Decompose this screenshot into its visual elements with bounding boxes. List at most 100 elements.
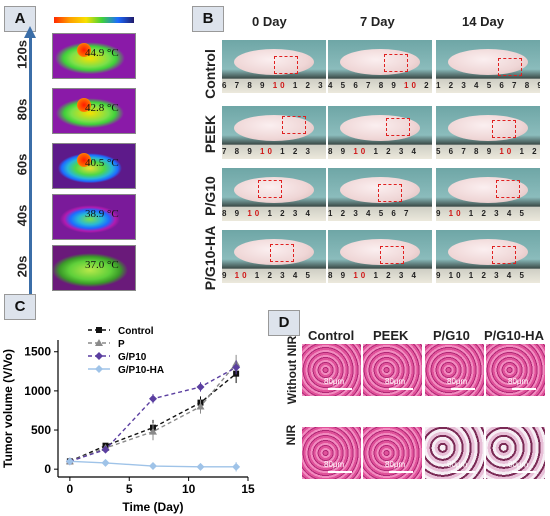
ruler-scale: 8 9 10 1 2 3 4 bbox=[222, 209, 326, 218]
mouse-photo-pg10-day-0: 8 9 10 1 2 3 4 bbox=[222, 168, 326, 221]
histo-col-control: Control bbox=[308, 328, 355, 343]
scale-bar bbox=[328, 471, 352, 473]
time-label-20s: 20s bbox=[14, 255, 30, 278]
series-line-control bbox=[69, 373, 237, 462]
ruler-digits: 9 10 1 2 3 4 5 bbox=[436, 271, 527, 280]
time-label-80s: 80s bbox=[14, 98, 30, 121]
ruler-scale: 8 9 10 1 2 3 4 bbox=[328, 147, 432, 156]
legend-marker-control bbox=[96, 327, 102, 333]
ruler-digits: 8 9 bbox=[328, 271, 354, 280]
y-tick-label: 1000 bbox=[24, 384, 51, 398]
temperature-readout: 37.0 °C bbox=[85, 259, 119, 271]
y-tick-label: 500 bbox=[31, 423, 51, 437]
ruler-scale: 1 2 3 4 5 6 7 8 9 bbox=[436, 81, 540, 90]
ruler-digits: 1 2 3 bbox=[519, 147, 540, 156]
ruler-digits: 8 9 bbox=[222, 209, 248, 218]
tumor-region-box bbox=[378, 184, 402, 202]
scale-bar bbox=[512, 388, 536, 390]
ruler-digits: 6 7 8 9 bbox=[222, 81, 273, 90]
tumor-region-box bbox=[384, 54, 408, 72]
ruler-digits: 1 2 3 4 bbox=[262, 209, 313, 218]
data-point-p bbox=[196, 402, 205, 410]
histo-col-peek: PEEK bbox=[373, 328, 409, 343]
scale-bar-label: 80μm bbox=[324, 377, 345, 386]
ruler-mark-10: 10 bbox=[499, 147, 515, 156]
histo-col-pg10: P/G10 bbox=[433, 328, 470, 343]
temperature-readout: 38.9 °C bbox=[85, 208, 119, 220]
mouse-body bbox=[448, 239, 528, 265]
time-arrow-head bbox=[24, 26, 36, 38]
legend-marker-p bbox=[95, 339, 103, 346]
ruler-digits: 1 2 3 4 5 bbox=[463, 209, 527, 218]
mouse-photo-peek-day-14: 5 6 7 8 9 10 1 2 3 bbox=[436, 106, 540, 159]
ruler-digits: 5 6 7 8 9 bbox=[436, 147, 500, 156]
x-tick-label: 5 bbox=[126, 482, 133, 496]
data-point-g-p10-ha bbox=[101, 458, 110, 467]
ruler-digits: 9 bbox=[222, 271, 235, 280]
ruler-scale: 1 2 3 4 5 6 7 bbox=[328, 209, 432, 218]
data-point-g-p10-ha bbox=[232, 462, 241, 471]
panel-c-label: C bbox=[4, 294, 36, 320]
ruler-digits: 1 2 3 4 bbox=[368, 271, 419, 280]
tumor-region-box bbox=[492, 246, 516, 264]
ruler-scale: 9 10 1 2 3 4 5 bbox=[436, 209, 540, 218]
tumor-region-box bbox=[498, 58, 522, 76]
photo-row-label-pg10ha: P/G10-HA bbox=[202, 225, 218, 291]
ruler-digits: 1 2 3 4 5 bbox=[249, 271, 313, 280]
scale-bar bbox=[451, 388, 475, 390]
ruler-scale: 7 8 9 10 1 2 3 bbox=[222, 147, 326, 156]
mouse-photo-control-day-14: 1 2 3 4 5 6 7 8 9 bbox=[436, 40, 540, 93]
mouse-photo-peek-day-7: 8 9 10 1 2 3 4 bbox=[328, 106, 432, 159]
ruler-scale: 5 6 7 8 9 10 1 2 3 bbox=[436, 147, 540, 156]
tumor-region-box bbox=[270, 244, 294, 262]
x-tick-label: 15 bbox=[241, 482, 255, 496]
histology-control-without-nir: 80μm bbox=[302, 344, 361, 396]
ruler-digits: 4 5 6 7 8 9 bbox=[328, 81, 405, 90]
ruler-digits: 1 2 3 4 bbox=[292, 81, 326, 90]
ruler-digits: 9 bbox=[436, 209, 449, 218]
x-tick-label: 10 bbox=[182, 482, 196, 496]
tumor-region-box bbox=[492, 120, 516, 138]
scale-bar-label: 80μm bbox=[447, 460, 468, 469]
ruler-digits: 8 9 bbox=[328, 147, 354, 156]
ruler-scale: 6 7 8 9 10 1 2 3 4 bbox=[222, 81, 326, 90]
ruler-mark-10: 10 bbox=[272, 81, 288, 90]
ruler-scale: 4 5 6 7 8 9 10 2 bbox=[328, 81, 432, 90]
series-line-p bbox=[69, 363, 237, 462]
scale-bar-label: 80μm bbox=[385, 377, 406, 386]
scale-bar-label: 80μm bbox=[508, 460, 529, 469]
mouse-body bbox=[234, 177, 314, 203]
day-14-header: 14 Day bbox=[462, 14, 504, 29]
photo-row-label-control: Control bbox=[202, 49, 218, 99]
legend-label-p: P bbox=[118, 339, 125, 350]
histology-pg10-nir: 80μm bbox=[425, 427, 484, 479]
colorbar bbox=[54, 17, 134, 23]
hot-spot bbox=[77, 43, 91, 57]
mouse-body bbox=[448, 177, 528, 203]
mouse-body bbox=[340, 177, 420, 203]
hot-spot bbox=[77, 153, 91, 167]
mouse-body bbox=[448, 115, 528, 141]
time-label-120s: 120s bbox=[14, 40, 30, 69]
ruler-digits: 2 bbox=[418, 81, 432, 90]
histology-pg10-without-nir: 80μm bbox=[425, 344, 484, 396]
ruler-mark-10: 10 bbox=[234, 271, 250, 280]
series-line-g-p10 bbox=[69, 366, 237, 463]
ruler-digits: 1 2 3 4 5 6 7 bbox=[328, 209, 412, 218]
mouse-body bbox=[234, 239, 314, 265]
mouse-photo-pg10ha-day-14: 9 10 1 2 3 4 5 bbox=[436, 230, 540, 283]
scale-bar bbox=[389, 471, 413, 473]
tumor-region-box bbox=[274, 56, 298, 74]
data-point-g-p10-ha bbox=[196, 462, 205, 471]
mouse-body bbox=[448, 49, 528, 75]
tumor-region-box bbox=[496, 180, 520, 198]
data-point-p bbox=[149, 427, 157, 435]
ruler-digits: 1 2 3 bbox=[274, 147, 313, 156]
data-point-g-p10-ha bbox=[149, 462, 157, 471]
time-label-60s: 60s bbox=[14, 153, 30, 176]
thermal-image-120s: 44.9 °C bbox=[52, 33, 136, 79]
ruler-digits: 7 8 9 bbox=[222, 147, 261, 156]
mouse-body bbox=[234, 115, 314, 141]
legend-marker-g-p10-ha bbox=[95, 365, 103, 373]
histo-row-without-nir: Without NIR bbox=[285, 335, 299, 405]
